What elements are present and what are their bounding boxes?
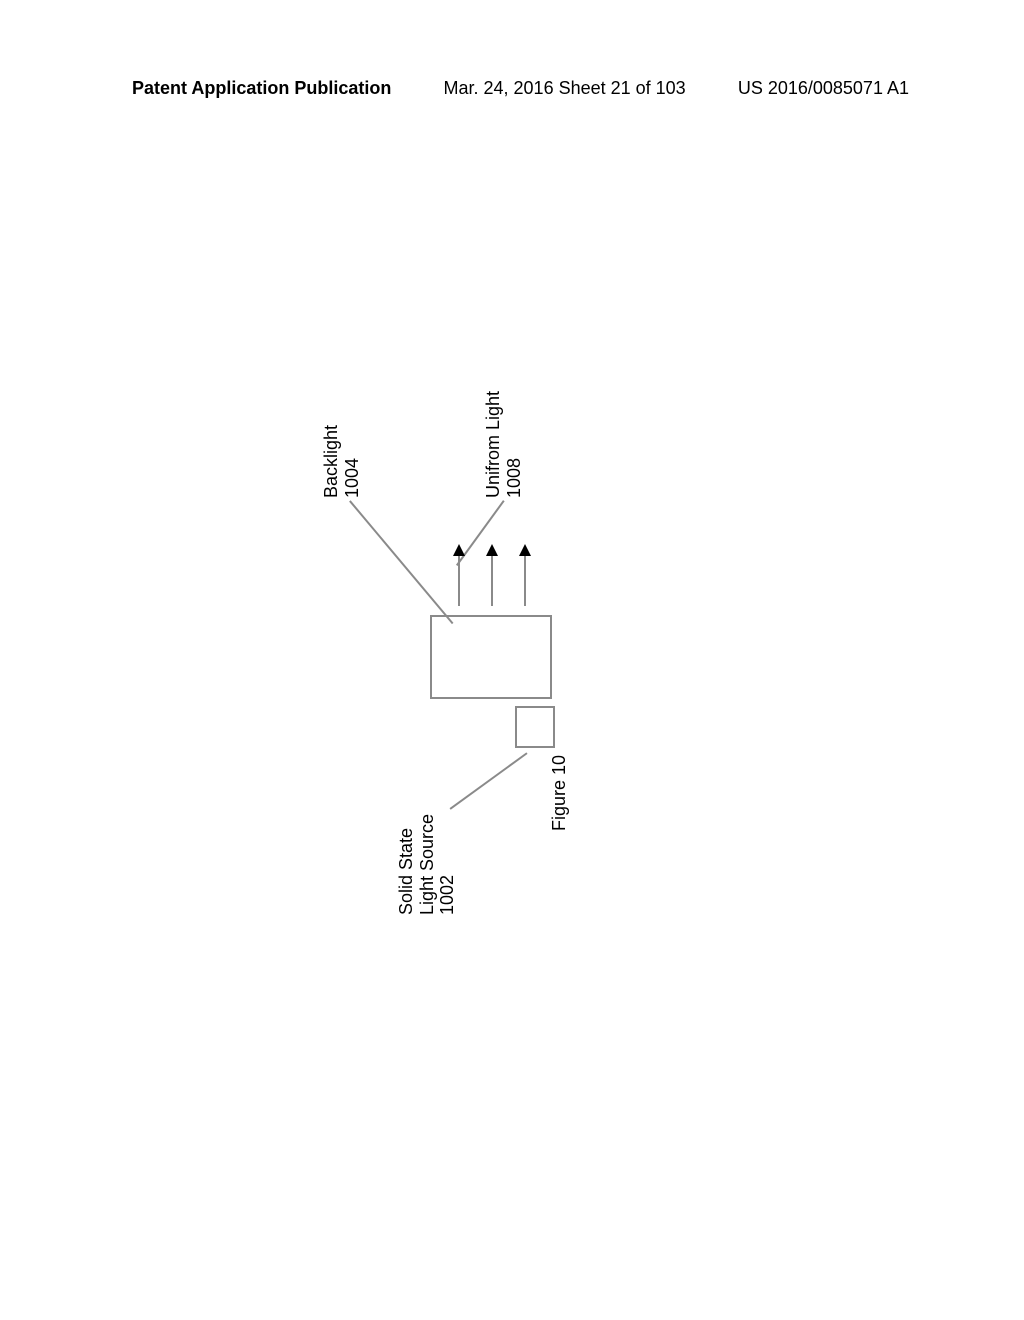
backlight-box (430, 615, 552, 699)
label-uniform-line1: Unifrom Light (483, 391, 504, 498)
label-light-source: Solid State Light Source 1002 (396, 814, 458, 915)
arrow-shaft-icon (491, 554, 493, 606)
arrow-head-icon (486, 544, 498, 556)
label-backlight-line1: Backlight (321, 425, 342, 498)
label-source-line2: Light Source (417, 814, 438, 915)
leader-backlight (349, 500, 453, 624)
light-source-box (515, 706, 555, 748)
leader-source (450, 752, 528, 809)
leader-uniform (456, 500, 504, 566)
figure-caption: Figure 10 (549, 755, 570, 831)
label-uniform-light: Unifrom Light 1008 (483, 391, 524, 498)
arrow-shaft-icon (524, 554, 526, 606)
label-source-line1: Solid State (396, 814, 417, 915)
label-backlight-line2: 1004 (342, 425, 363, 498)
label-source-line3: 1002 (437, 814, 458, 915)
figure-diagram: Backlight 1004 Unifrom Light 1008 Solid … (0, 0, 1024, 1320)
arrow-head-icon (519, 544, 531, 556)
label-uniform-line2: 1008 (504, 391, 525, 498)
arrow-head-icon (453, 544, 465, 556)
arrow-shaft-icon (458, 554, 460, 606)
label-backlight: Backlight 1004 (321, 425, 362, 498)
page: Patent Application Publication Mar. 24, … (0, 0, 1024, 1320)
